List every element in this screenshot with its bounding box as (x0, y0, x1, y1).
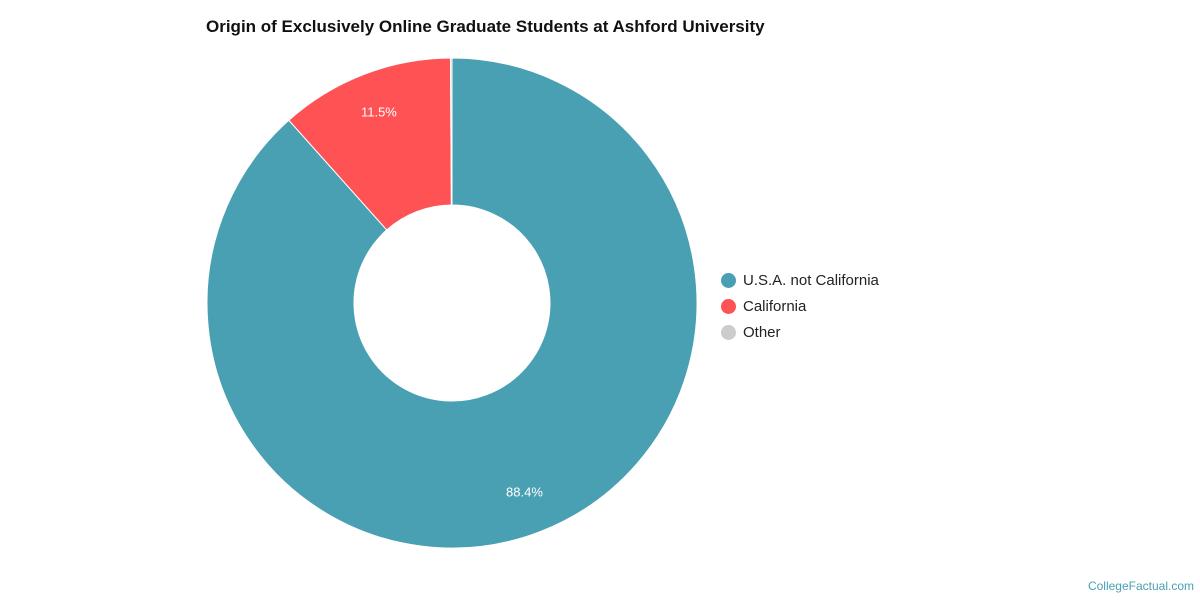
legend-swatch-california (721, 298, 736, 314)
slice-u-s-a-not-california[interactable] (206, 57, 698, 549)
donut-slices (206, 57, 698, 549)
legend-label-california: California (743, 297, 807, 315)
slice-california[interactable] (288, 57, 452, 231)
legend: U.S.A. not California California Other (721, 267, 879, 345)
legend-swatch-other (721, 324, 736, 340)
chart-title: Origin of Exclusively Online Graduate St… (206, 17, 765, 36)
slice-labels: 88.4% 11.5% (361, 105, 543, 500)
slice-other[interactable] (449, 57, 453, 206)
legend-label-other: Other (743, 323, 781, 341)
legend-item-other[interactable]: Other (721, 319, 879, 345)
site-credit[interactable]: CollegeFactual.com (1087, 579, 1194, 593)
slice-label-u-s-a-not-california: 88.4% (506, 484, 543, 499)
legend-item-usa-not-california[interactable]: U.S.A. not California (721, 267, 879, 293)
legend-swatch-usa-not-california (721, 272, 736, 288)
legend-label-usa-not-california: U.S.A. not California (743, 271, 879, 289)
slice-label-california: 11.5% (361, 105, 397, 120)
legend-item-california[interactable]: California (721, 293, 879, 319)
